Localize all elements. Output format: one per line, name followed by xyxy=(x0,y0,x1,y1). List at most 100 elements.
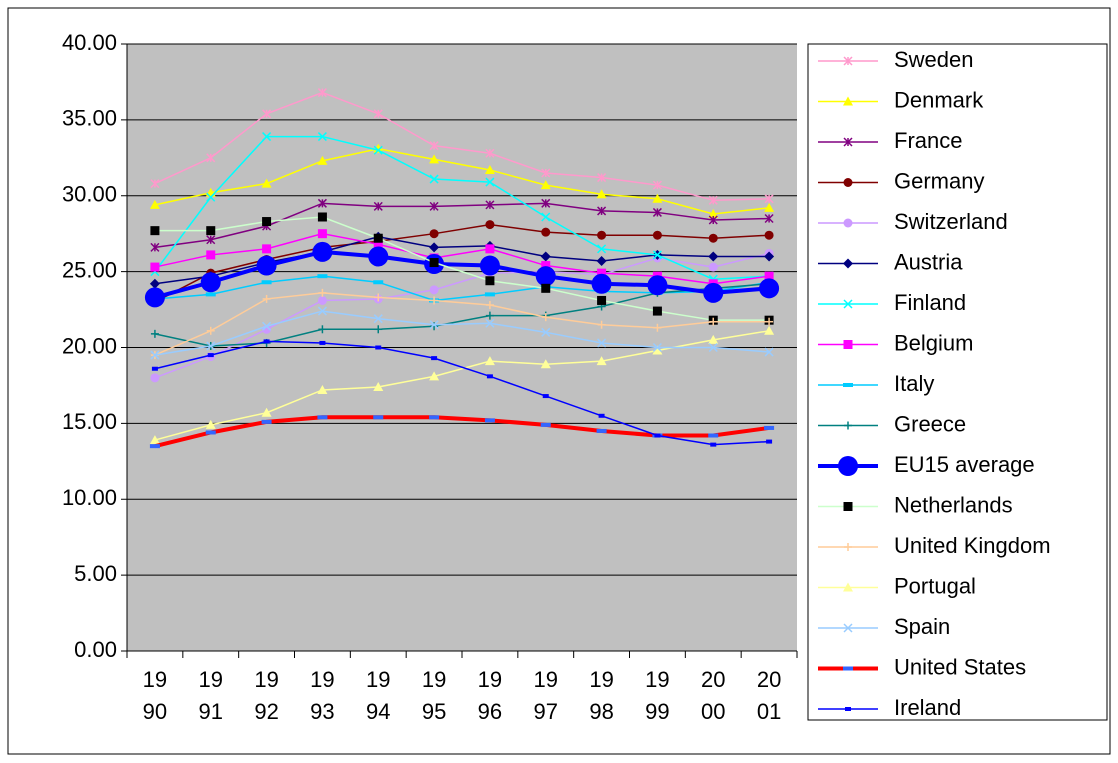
marker xyxy=(541,327,551,337)
x-tick-label: 1991 xyxy=(198,667,223,724)
marker-shape xyxy=(843,218,853,228)
marker xyxy=(205,292,216,297)
x-tick-label: 2001 xyxy=(756,667,782,724)
marker xyxy=(317,132,327,142)
marker-shape xyxy=(540,359,551,369)
marker xyxy=(375,345,382,350)
marker xyxy=(429,154,440,164)
marker xyxy=(652,207,662,217)
marker xyxy=(652,306,662,316)
y-tick-label: 15.00 xyxy=(62,409,117,434)
y-tick-label: 20.00 xyxy=(62,333,117,358)
marker-shape xyxy=(764,251,775,262)
series-line xyxy=(154,91,770,202)
marker xyxy=(256,255,277,276)
marker-shape xyxy=(149,199,160,209)
marker-shape xyxy=(708,208,719,218)
marker xyxy=(429,258,439,268)
marker xyxy=(843,137,853,147)
marker xyxy=(149,435,160,445)
marker xyxy=(766,439,773,444)
marker-shape xyxy=(429,371,440,381)
marker-shape xyxy=(647,275,668,296)
marker xyxy=(373,109,383,119)
marker xyxy=(150,179,160,189)
marker-shape xyxy=(710,442,717,447)
marker xyxy=(708,262,718,272)
marker xyxy=(262,244,272,254)
marker xyxy=(652,250,662,260)
marker-shape xyxy=(207,353,214,358)
marker xyxy=(205,430,216,435)
marker xyxy=(703,282,724,303)
x-tick-label: 1990 xyxy=(142,667,168,724)
marker xyxy=(764,194,774,204)
marker xyxy=(262,109,272,119)
marker xyxy=(317,274,328,279)
marker xyxy=(542,394,549,399)
marker xyxy=(708,195,718,205)
marker xyxy=(429,174,439,184)
marker-shape xyxy=(485,220,495,230)
marker-shape xyxy=(373,381,384,391)
marker xyxy=(373,143,384,153)
marker xyxy=(151,366,158,371)
marker xyxy=(373,145,383,155)
legend-label: France xyxy=(894,128,962,153)
marker xyxy=(540,180,551,190)
marker-shape xyxy=(843,340,853,349)
marker xyxy=(373,201,383,211)
marker-shape xyxy=(317,384,328,394)
marker xyxy=(764,213,774,224)
marker xyxy=(262,294,271,303)
marker-shape xyxy=(843,258,853,269)
marker xyxy=(596,256,607,267)
series-line xyxy=(154,415,770,449)
marker-stroke xyxy=(843,299,853,309)
marker xyxy=(373,381,384,391)
marker-shape xyxy=(317,212,327,222)
marker-shape xyxy=(541,227,551,237)
marker-shape xyxy=(206,250,216,260)
marker xyxy=(261,280,272,285)
marker xyxy=(144,287,165,308)
marker xyxy=(485,148,495,158)
marker-shape xyxy=(373,239,383,249)
marker-shape xyxy=(486,374,493,379)
marker xyxy=(485,276,495,286)
marker-shape xyxy=(652,306,662,316)
marker xyxy=(597,244,607,254)
marker xyxy=(150,329,159,338)
marker-shape xyxy=(596,428,607,433)
marker-shape xyxy=(845,707,851,711)
marker xyxy=(541,283,551,293)
marker xyxy=(597,295,607,305)
marker-shape xyxy=(652,345,663,355)
marker xyxy=(596,356,607,366)
marker xyxy=(207,353,214,358)
marker xyxy=(150,350,160,360)
marker xyxy=(485,220,495,230)
marker-shape xyxy=(652,193,663,203)
marker xyxy=(430,296,439,305)
marker xyxy=(150,262,160,272)
marker-stroke xyxy=(206,341,216,351)
marker xyxy=(597,338,607,348)
marker-shape xyxy=(759,278,780,299)
marker-shape xyxy=(317,229,327,239)
marker-shape xyxy=(843,666,853,671)
marker xyxy=(205,419,216,429)
y-tick-label: 40.00 xyxy=(62,30,117,55)
x-tick-label: 1992 xyxy=(254,667,279,724)
marker xyxy=(652,342,662,353)
y-tick-label: 5.00 xyxy=(74,561,117,586)
legend-label: EU15 average xyxy=(894,452,1035,477)
series-line xyxy=(154,223,770,303)
marker xyxy=(206,192,216,202)
marker-shape xyxy=(540,180,551,190)
marker xyxy=(373,280,384,285)
marker-stroke xyxy=(429,174,439,184)
marker-shape xyxy=(597,295,607,305)
marker-stroke xyxy=(485,177,495,187)
marker-stroke xyxy=(541,212,551,222)
